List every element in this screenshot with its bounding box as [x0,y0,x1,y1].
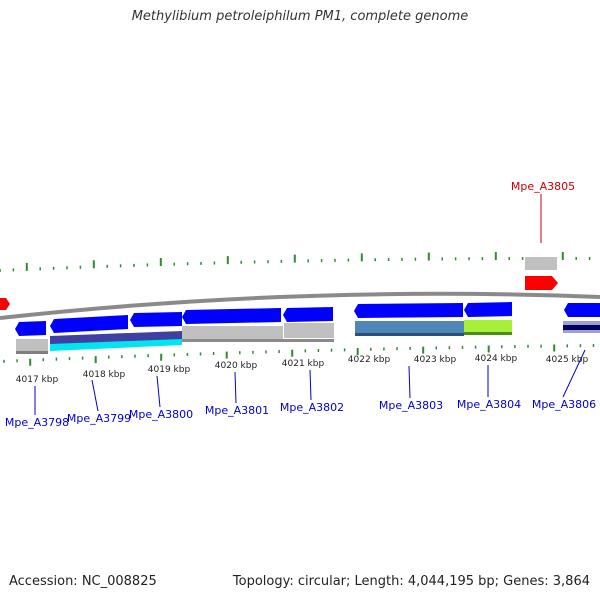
feature-bar-3802 [284,323,334,338]
gene-label[interactable]: Mpe_A3803 [379,399,443,412]
feature-bar-3801-edge [182,339,334,342]
feature-bar-3804-edge [464,332,512,335]
gene-arrow-mpe-a3800[interactable] [130,312,182,327]
scale-label: 4017 kbp [16,375,59,385]
leader-line [156,375,161,408]
gene-arrow-mpe-a3804[interactable] [464,302,512,317]
gene-label-mpe-a3805[interactable]: Mpe_A3805 [511,180,575,193]
leader-line [234,371,237,404]
scale-label: 4019 kbp [148,365,191,375]
feature-bar-3803-edge [355,333,464,336]
scale-label: 4020 kbp [215,361,258,371]
gene-label[interactable]: Mpe_A3800 [129,408,193,421]
feature-bar-3798-edge [16,351,48,354]
scale-label: 4022 kbp [348,355,391,365]
topology-text: Topology: circular; Length: 4,044,195 bp… [232,574,590,589]
scale-label: 4018 kbp [83,370,126,380]
leader-line [91,379,99,412]
feature-bar-3798 [16,339,48,352]
inner-tick-track [3,344,595,366]
gene-label[interactable]: Mpe_A3799 [67,412,131,425]
leader-line [408,365,411,399]
feature-bar-3806-dark [563,325,600,330]
gene-label[interactable]: Mpe_A3804 [457,398,521,411]
scale-label: 4025 kbp [546,355,589,365]
scale-labels: 4017 kbp 4018 kbp 4019 kbp 4020 kbp 4021 kbp… [16,354,589,385]
gene-arrow-mpe-a3801[interactable] [182,308,281,324]
gene-arrow-mpe-a3798[interactable] [15,321,46,336]
gene-arrow-mpe-a3803[interactable] [354,303,463,318]
feature-bar-3799-3800-cyan [50,339,182,351]
leader-line [562,349,586,398]
leader-line [309,369,312,401]
gene-label[interactable]: Mpe_A3802 [280,401,344,414]
gene-arrow-mpe-a3806[interactable] [564,303,600,317]
gene-label[interactable]: Mpe_A3798 [5,416,69,429]
feature-bar-3803 [355,321,464,335]
genome-backbone [0,291,600,320]
outer-tick-track [0,251,591,272]
feature-bar-3801 [182,326,283,341]
scale-label: 4024 kbp [475,354,518,364]
gene-bar-grey-3805 [525,257,557,270]
gene-label[interactable]: Mpe_A3801 [205,404,269,417]
gene-arrow-mpe-a3802[interactable] [283,307,333,322]
map-title: Methylibium petroleiphilum PM1, complete… [131,9,469,24]
feature-bar-3804 [464,320,512,334]
gene-arrow-mpe-a3805[interactable] [525,276,558,290]
accession-text: Accession: NC_008825 [9,574,157,589]
scale-label: 4023 kbp [414,355,457,365]
gene-label[interactable]: Mpe_A3806 [532,398,596,411]
gene-arrow-left-edge[interactable] [0,298,10,310]
gene-arrow-mpe-a3799[interactable] [50,315,128,333]
scale-label: 4021 kbp [282,359,325,369]
